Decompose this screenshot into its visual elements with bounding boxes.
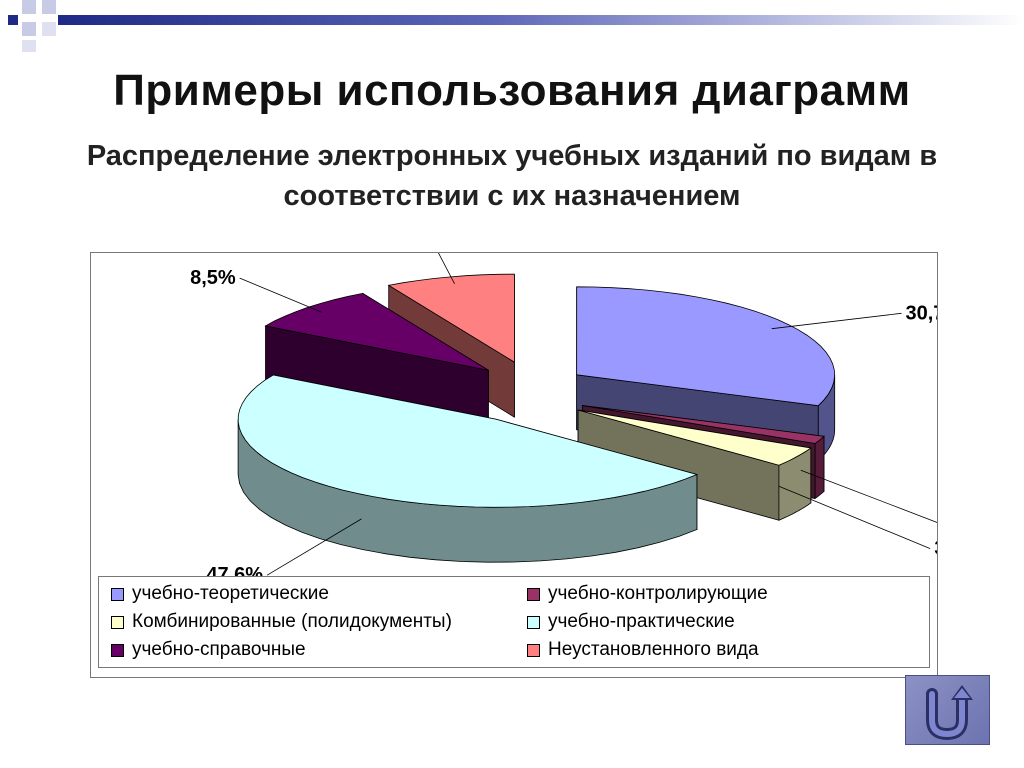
slide-top-bar [58,15,1024,25]
legend-label: учебно-теоретические [132,583,329,604]
legend-item: учебно-контролирующие [527,583,768,605]
pie-slice [237,374,699,563]
legend-item: Комбинированные (полидокументы) [111,611,452,633]
chart-legend: учебно-теоретические учебно-контролирующ… [98,576,930,668]
legend-swatch [527,587,540,601]
chart-title: Распределение электронных учебных издани… [86,140,938,212]
u-turn-arrow-icon [926,685,973,741]
legend-swatch [527,615,540,629]
legend-label: учебно-справочные [132,639,306,660]
data-label: 3,7% [934,538,937,560]
legend-label: Неустановленного вида [548,639,759,660]
legend-swatch [111,615,124,629]
legend-label: учебно-практические [548,611,735,632]
legend-item: учебно-справочные [111,639,306,661]
legend-label: учебно-контролирующие [548,583,768,604]
pie-slice [264,292,489,426]
legend-swatch [111,643,124,657]
legend-item: Неустановленного вида [527,639,759,661]
legend-item: учебно-практические [527,611,735,633]
data-label-leader [800,469,937,523]
slide-corner-decoration [0,0,90,60]
legend-swatch [111,587,124,601]
legend-item: учебно-теоретические [111,583,329,605]
slide-title: Примеры использования диаграмм [113,66,911,115]
data-label-leader [778,485,931,549]
back-button[interactable] [905,675,990,745]
legend-label: Комбинированные (полидокументы) [132,611,452,632]
data-label-leader [438,253,455,284]
pie-chart: 30,7%1,43,7%47,6%8,5%8,1% [190,253,938,586]
data-label-leader [239,277,323,313]
pie-slice [577,409,812,521]
legend-swatch [527,643,540,657]
data-label-leader [771,312,902,330]
data-label: 30,7% [906,302,938,324]
data-label: 8,5% [190,267,236,289]
data-label-leader [266,518,362,576]
